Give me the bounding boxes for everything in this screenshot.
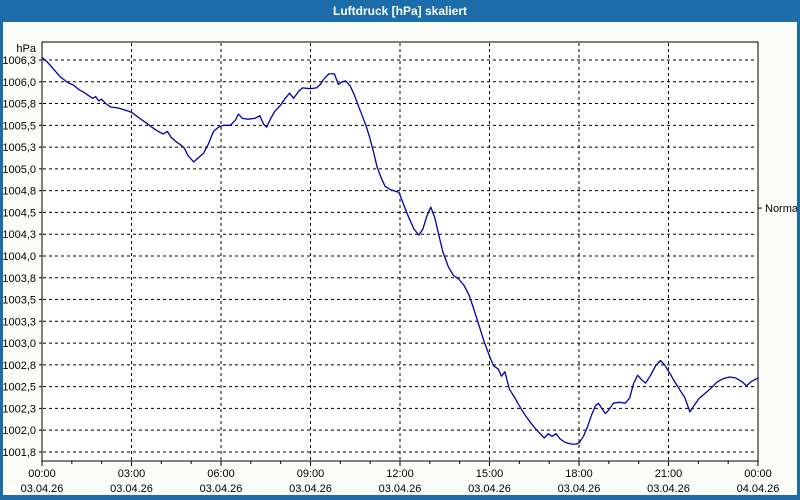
y-tick-label: 1004,0 [3, 251, 36, 263]
x-tick-time-label: 00:00 [744, 468, 772, 480]
y-tick-label: 1004,5 [3, 207, 36, 219]
x-tick-date-label: 03.04.26 [379, 483, 422, 495]
y-tick-label: 1001,8 [3, 447, 36, 459]
x-tick-time-label: 06:00 [207, 468, 235, 480]
x-tick-date-label: 03.04.26 [110, 483, 153, 495]
x-tick-date-label: 03.04.26 [200, 483, 243, 495]
y-tick-label: 1005,5 [3, 120, 36, 132]
x-tick-time-label: 15:00 [476, 468, 504, 480]
x-tick-date-label: 03.04.26 [558, 483, 601, 495]
x-tick-time-label: 18:00 [565, 468, 593, 480]
y-tick-label: 1004,3 [3, 229, 36, 241]
x-tick-time-label: 00:00 [28, 468, 56, 480]
x-tick-date-label: 03.04.26 [468, 483, 511, 495]
x-tick-time-label: 21:00 [655, 468, 683, 480]
y-axis-unit-label: hPa [16, 43, 36, 55]
window-title: Luftdruck [hPa] skaliert [332, 4, 468, 18]
pressure-series-line [41, 56, 759, 445]
y-tick-label: 1005,3 [3, 142, 36, 154]
x-tick-date-label: 04.04.26 [737, 483, 780, 495]
y-tick-label: 1002,3 [3, 403, 36, 415]
y-tick-label: 1003,0 [3, 338, 36, 350]
y-tick-label: 1005,8 [3, 99, 36, 111]
y-tick-label: 1004,8 [3, 186, 36, 198]
y-tick-label: 1003,5 [3, 295, 36, 307]
x-tick-time-label: 09:00 [297, 468, 325, 480]
pressure-line-chart: 1006,3 1006,0 1005,8 1005,5 1005,3 1005,0 1004… [2, 41, 800, 495]
y-tick-label: 1006,0 [3, 77, 36, 89]
y-tick-label: 1006,3 [3, 55, 36, 67]
y-tick-label: 1003,8 [3, 273, 36, 285]
x-tick-time-label: 03:00 [118, 468, 146, 480]
y-tick-label: 1005,0 [3, 164, 36, 176]
chart-panel: 1006,3 1006,0 1005,8 1005,5 1005,3 1005,0 1004… [2, 22, 800, 495]
x-tick-date-label: 03.04.26 [647, 483, 690, 495]
window-titlebar: Luftdruck [hPa] skaliert [0, 0, 800, 22]
y-tick-label: 1002,0 [3, 425, 36, 437]
x-tick-time-label: 12:00 [386, 468, 414, 480]
y-tick-label: 1002,5 [3, 382, 36, 394]
y-tick-label: 1002,8 [3, 360, 36, 372]
x-tick-date-label: 03.04.26 [21, 483, 64, 495]
normal-marker-label: Normal [765, 203, 797, 215]
y-tick-label: 1003,3 [3, 316, 36, 328]
x-tick-date-label: 03.04.26 [289, 483, 332, 495]
